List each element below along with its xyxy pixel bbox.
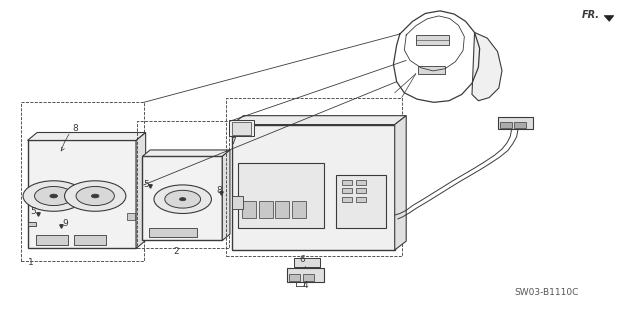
Circle shape: [35, 187, 73, 205]
Polygon shape: [136, 132, 146, 249]
Bar: [232, 122, 251, 135]
Text: 5: 5: [144, 180, 150, 189]
Bar: [287, 269, 324, 282]
Text: 9: 9: [62, 219, 68, 228]
Bar: [149, 228, 196, 237]
Bar: [232, 196, 243, 209]
Bar: [36, 235, 68, 245]
Bar: [143, 156, 222, 241]
Text: 5: 5: [30, 207, 36, 216]
Circle shape: [50, 194, 58, 198]
Polygon shape: [472, 33, 502, 101]
Bar: [356, 188, 366, 193]
Bar: [238, 163, 324, 228]
Text: FR.: FR.: [582, 10, 600, 20]
Bar: [416, 35, 449, 45]
Text: 6: 6: [299, 255, 305, 264]
Polygon shape: [222, 150, 230, 241]
Circle shape: [154, 185, 211, 213]
Bar: [242, 201, 256, 218]
Polygon shape: [395, 116, 406, 250]
Bar: [289, 273, 300, 280]
Bar: [28, 222, 36, 226]
Bar: [342, 180, 352, 185]
Polygon shape: [232, 116, 406, 124]
Bar: [127, 213, 135, 220]
Text: 4: 4: [302, 281, 308, 290]
Bar: [356, 197, 366, 202]
Bar: [356, 180, 366, 185]
Circle shape: [23, 181, 84, 211]
Text: SW03-B1110C: SW03-B1110C: [515, 288, 579, 297]
Circle shape: [92, 194, 99, 198]
Bar: [229, 121, 253, 136]
Text: 8: 8: [216, 186, 222, 195]
Bar: [226, 98, 402, 256]
Bar: [21, 102, 144, 261]
Bar: [500, 122, 511, 128]
Text: 2: 2: [173, 247, 179, 256]
Text: 8: 8: [72, 124, 78, 133]
Bar: [342, 197, 352, 202]
Bar: [74, 235, 106, 245]
Bar: [292, 201, 306, 218]
Bar: [418, 66, 445, 74]
Bar: [514, 122, 525, 128]
Bar: [275, 201, 289, 218]
Bar: [303, 273, 314, 280]
Polygon shape: [28, 132, 146, 140]
Bar: [259, 201, 273, 218]
Bar: [294, 258, 320, 267]
Bar: [28, 140, 136, 249]
Circle shape: [165, 190, 200, 208]
Bar: [342, 188, 352, 193]
Bar: [497, 117, 532, 129]
Text: 1: 1: [28, 258, 33, 267]
Polygon shape: [143, 150, 230, 156]
Bar: [336, 175, 386, 228]
Bar: [232, 124, 395, 250]
Text: 7: 7: [230, 137, 236, 146]
Circle shape: [65, 181, 126, 211]
Circle shape: [76, 187, 115, 205]
Polygon shape: [604, 16, 614, 21]
Circle shape: [179, 197, 186, 201]
Bar: [137, 122, 229, 249]
